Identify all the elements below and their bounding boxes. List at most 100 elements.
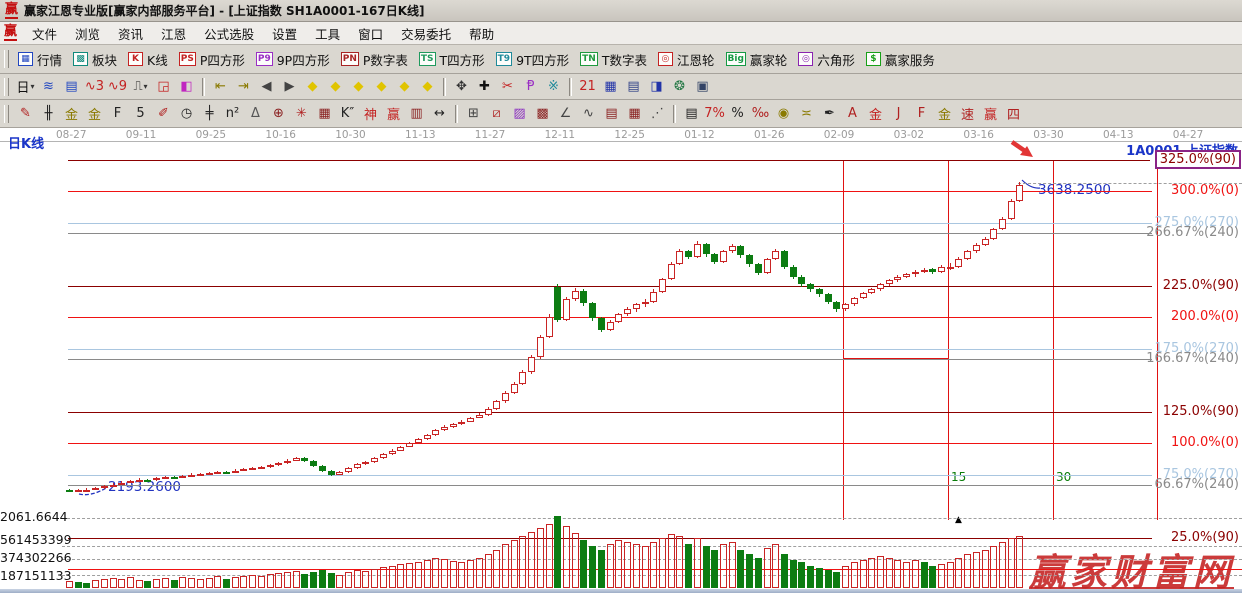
magic-tool-icon[interactable]: 神 xyxy=(363,108,377,123)
menu-item-窗口[interactable]: 窗口 xyxy=(358,26,384,42)
zoom-in-icon[interactable]: ◆ xyxy=(399,79,410,94)
formula-editor-icon[interactable]: ※ xyxy=(548,79,559,94)
crosshair-icon[interactable]: ✚ xyxy=(479,79,490,94)
ink-brush-icon[interactable]: ✒ xyxy=(824,106,835,121)
gold-gate-2-icon[interactable]: 金 xyxy=(87,108,101,123)
toolbar-handle[interactable] xyxy=(4,77,9,96)
four-angle-icon[interactable]: 四 xyxy=(1006,108,1020,123)
menu-item-工具[interactable]: 工具 xyxy=(315,26,341,42)
menu-item-浏览[interactable]: 浏览 xyxy=(75,26,101,42)
gold-lines-icon[interactable]: ≍ xyxy=(801,106,812,121)
toolbar-handle[interactable] xyxy=(4,50,9,68)
grid-123-icon[interactable]: ▥ xyxy=(410,106,423,121)
permille-tool-icon[interactable]: ‰ xyxy=(751,106,770,121)
gann-marker-icon[interactable]: ◲ xyxy=(157,79,170,94)
toolbar-button-kline[interactable]: K K线 xyxy=(124,48,175,71)
info-panel-icon[interactable]: ▤ xyxy=(65,79,78,94)
expand-horizontal-icon[interactable]: ◆ xyxy=(353,79,364,94)
gold-angle-icon[interactable]: 金 xyxy=(937,108,951,123)
toolbar-button-t-number-table[interactable]: TN T数字表 xyxy=(576,48,654,71)
menu-item-帮助[interactable]: 帮助 xyxy=(469,26,495,42)
hand-tool-icon[interactable]: ✥ xyxy=(456,79,467,94)
toolbar-button-p-number-table[interactable]: PN P数字表 xyxy=(337,48,415,71)
toolbar-button-hexagon[interactable]: ◎ 六角形 xyxy=(794,48,862,71)
next-bar-icon[interactable]: ▶ xyxy=(284,79,295,94)
dense-grid-2-icon[interactable]: ▦ xyxy=(628,106,641,121)
period-day-icon[interactable]: 日 xyxy=(14,76,37,97)
wave-tool-icon[interactable]: ∿ xyxy=(583,106,594,121)
notepad-icon[interactable]: ▤ xyxy=(627,79,640,94)
candle-body xyxy=(450,424,457,427)
zoom-out-icon[interactable]: ◆ xyxy=(422,79,433,94)
candle-style-icon[interactable]: ⎍ xyxy=(129,76,152,97)
toolbar-button-winner-wheel[interactable]: Big 赢家轮 xyxy=(722,48,795,71)
angle-measure-icon[interactable]: ✂ xyxy=(502,79,513,94)
workstation-icon[interactable]: ▣ xyxy=(696,79,709,94)
marker-pen-icon[interactable]: ✐ xyxy=(158,106,169,121)
toolbar-button-sectors[interactable]: ▩ 板块 xyxy=(69,48,124,71)
toolbar-button-winner-service[interactable]: $ 赢家服务 xyxy=(862,48,942,71)
pattern-tool-icon[interactable]: Ᵽ xyxy=(526,79,535,94)
toolbar-button-gann-wheel[interactable]: ◎ 江恩轮 xyxy=(654,48,722,71)
winner-angle-icon[interactable]: 赢 xyxy=(983,108,997,123)
parallel-slashes-icon[interactable]: ⋰ xyxy=(651,106,664,121)
menu-item-资讯[interactable]: 资讯 xyxy=(118,26,144,42)
gann-grid-icon[interactable]: ▦ xyxy=(318,106,331,121)
gann-box-icon[interactable]: ⊞ xyxy=(468,106,479,121)
five-tool-icon[interactable]: 5 xyxy=(136,106,145,121)
menu-item-江恩[interactable]: 江恩 xyxy=(161,26,187,42)
toolbar-button-p-square[interactable]: PS P四方形 xyxy=(175,48,252,71)
toolbar-button-9p-square[interactable]: P9 9P四方形 xyxy=(252,48,337,71)
a-channel-icon[interactable]: A xyxy=(848,106,857,121)
shaded-box-icon[interactable]: ▨ xyxy=(513,106,526,121)
save-disk-icon[interactable]: ◨ xyxy=(650,79,663,94)
toolbar-button-t-square[interactable]: TS T四方形 xyxy=(415,48,492,71)
menu-item-文件[interactable]: 文件 xyxy=(32,26,58,42)
gold-circle-icon[interactable]: ◉ xyxy=(777,106,790,121)
calculator-icon[interactable]: ▦ xyxy=(604,79,617,94)
angle-lines-icon[interactable]: ∠ xyxy=(559,106,572,121)
toolbar-handle[interactable] xyxy=(4,104,9,123)
circle-cross-icon[interactable]: ⊕ xyxy=(273,106,284,121)
pan-right-icon[interactable]: ◆ xyxy=(330,79,341,94)
seven-percent-icon[interactable]: 7% xyxy=(704,106,725,121)
time-clock-icon[interactable]: ◷ xyxy=(180,106,193,121)
wave-9-icon[interactable]: ∿9 xyxy=(107,79,128,94)
chart-style-icon[interactable]: ≋ xyxy=(43,79,54,94)
menu-item-公式选股[interactable]: 公式选股 xyxy=(204,26,255,42)
first-bar-icon[interactable]: ⇤ xyxy=(215,79,226,94)
chart-area[interactable]: 08-27 09-11 09-25 10-16 10-30 11-13 11-27 12-11… xyxy=(0,128,1242,594)
wave-3-icon[interactable]: ∿3 xyxy=(84,79,105,94)
prev-bar-icon[interactable]: ◀ xyxy=(261,79,272,94)
price-ruler-icon[interactable]: ╪ xyxy=(205,106,214,121)
fib-tool-icon[interactable]: F xyxy=(113,106,122,121)
square-of-nine-icon[interactable]: n² xyxy=(225,106,240,121)
volume-profile-icon[interactable]: ◧ xyxy=(180,79,193,94)
winner-tool-icon[interactable]: 赢 xyxy=(386,108,400,123)
gold-gate-1-icon[interactable]: 金 xyxy=(64,108,78,123)
gann-star-icon[interactable]: ✳ xyxy=(296,106,307,121)
toolbar-button-quotes[interactable]: ▦ 行情 xyxy=(14,48,69,71)
f-angle-icon[interactable]: F xyxy=(917,106,926,121)
calendar-icon[interactable]: 21 xyxy=(579,79,596,94)
dense-grid-1-icon[interactable]: ▤ xyxy=(605,106,618,121)
menu-item-设置[interactable]: 设置 xyxy=(272,26,298,42)
angle-mirror-icon[interactable]: Δ xyxy=(251,106,260,121)
network-sync-icon[interactable]: ❂ xyxy=(674,79,685,94)
percent-tool-icon[interactable]: % xyxy=(731,106,744,121)
compress-horizontal-icon[interactable]: ◆ xyxy=(376,79,387,94)
toolbar-button-9t-square[interactable]: T9 9T四方形 xyxy=(492,48,577,71)
time-ruler-icon[interactable]: ╫ xyxy=(44,106,53,121)
gold-level-icon[interactable]: 金 xyxy=(868,108,882,123)
last-bar-icon[interactable]: ⇥ xyxy=(238,79,249,94)
pan-left-icon[interactable]: ◆ xyxy=(307,79,318,94)
draw-pen-icon[interactable]: ✎ xyxy=(20,106,31,121)
speed-angle-icon[interactable]: 速 xyxy=(960,108,974,123)
hatch-box-icon[interactable]: ▩ xyxy=(536,106,549,121)
percent-table-icon[interactable]: ▤ xyxy=(685,106,698,121)
menu-item-交易委托[interactable]: 交易委托 xyxy=(401,26,452,42)
k-quote-icon[interactable]: K″ xyxy=(340,106,355,121)
fan-lines-icon[interactable]: ⧄ xyxy=(492,106,501,121)
j-angle-icon[interactable]: J xyxy=(896,106,901,121)
width-measure-icon[interactable]: ↔ xyxy=(434,106,445,121)
